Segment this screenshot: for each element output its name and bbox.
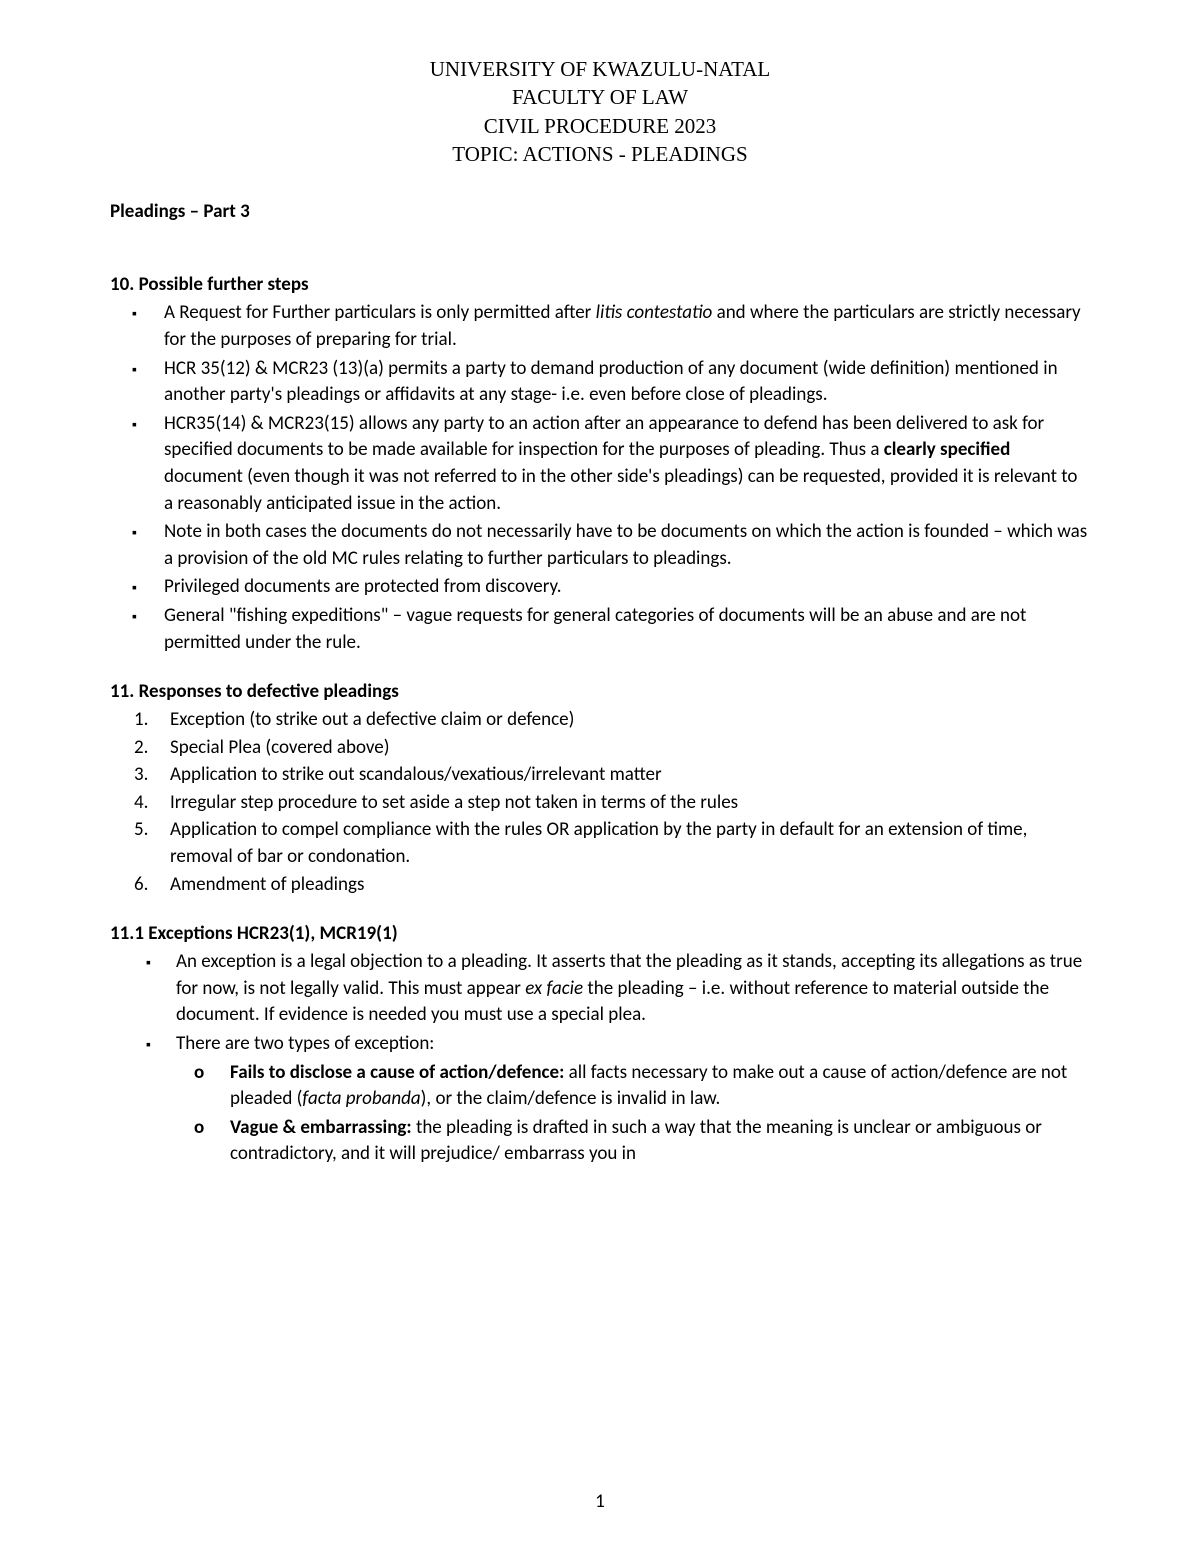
header-line-4: TOPIC: ACTIONS - PLEADINGS — [110, 140, 1090, 168]
section-11-heading: 11. Responses to defective pleadings — [110, 680, 1090, 703]
list-item-text: Special Plea (covered above) — [170, 735, 1090, 762]
bullet-icon: ▪ — [110, 603, 164, 656]
list-item: 2.Special Plea (covered above) — [110, 735, 1090, 762]
list-item: 6.Amendment of pleadings — [110, 872, 1090, 899]
list-item: 1.Exception (to strike out a defective c… — [110, 707, 1090, 734]
bullet-icon: ▪ — [110, 411, 164, 517]
bullet-icon: ▪ — [110, 356, 164, 409]
document-page: UNIVERSITY OF KWAZULU-NATAL FACULTY OF L… — [0, 0, 1200, 1553]
list-number: 5. — [110, 817, 170, 870]
document-subtitle: Pleadings – Part 3 — [110, 200, 1090, 223]
list-item-text: Privileged documents are protected from … — [164, 574, 1090, 601]
list-number: 4. — [110, 790, 170, 817]
exception-types-list: o Fails to disclose a cause of action/de… — [176, 1060, 1090, 1168]
list-item: ▪ HCR 35(12) & MCR23 (13)(a) permits a p… — [110, 356, 1090, 409]
list-item: ▪ Privileged documents are protected fro… — [110, 574, 1090, 601]
bullet-icon: ▪ — [110, 519, 164, 572]
header-line-1: UNIVERSITY OF KWAZULU-NATAL — [110, 55, 1090, 83]
section-11-list: 1.Exception (to strike out a defective c… — [110, 707, 1090, 898]
list-item: ▪ A Request for Further particulars is o… — [110, 300, 1090, 353]
list-item-text: Irregular step procedure to set aside a … — [170, 790, 1090, 817]
document-header: UNIVERSITY OF KWAZULU-NATAL FACULTY OF L… — [110, 55, 1090, 168]
list-item-text: General "fishing expeditions" – vague re… — [164, 603, 1090, 656]
list-item-text: HCR 35(12) & MCR23 (13)(a) permits a par… — [164, 356, 1090, 409]
list-item: ▪ HCR35(14) & MCR23(15) allows any party… — [110, 411, 1090, 517]
list-number: 1. — [110, 707, 170, 734]
list-item-text: HCR35(14) & MCR23(15) allows any party t… — [164, 411, 1090, 517]
list-item: 3.Application to strike out scandalous/v… — [110, 762, 1090, 789]
bullet-icon: ▪ — [110, 574, 164, 601]
list-item-text: An exception is a legal objection to a p… — [176, 949, 1090, 1029]
header-line-2: FACULTY OF LAW — [110, 83, 1090, 111]
section-10-heading: 10. Possible further steps — [110, 273, 1090, 296]
list-item-text: Note in both cases the documents do not … — [164, 519, 1090, 572]
list-item-text: There are two types of exception: o Fail… — [176, 1031, 1090, 1170]
list-item: ▪ There are two types of exception: o Fa… — [138, 1031, 1090, 1170]
list-item: ▪ Note in both cases the documents do no… — [110, 519, 1090, 572]
list-item: ▪ An exception is a legal objection to a… — [138, 949, 1090, 1029]
list-item-text: Exception (to strike out a defective cla… — [170, 707, 1090, 734]
list-item-text: A Request for Further particulars is onl… — [164, 300, 1090, 353]
circle-icon: o — [176, 1060, 230, 1113]
bullet-icon: ▪ — [110, 300, 164, 353]
bullet-icon: ▪ — [138, 1031, 176, 1170]
section-11-1-list: ▪ An exception is a legal objection to a… — [138, 949, 1090, 1170]
list-item-text: Application to compel compliance with th… — [170, 817, 1090, 870]
list-item-text: Amendment of pleadings — [170, 872, 1090, 899]
circle-icon: o — [176, 1115, 230, 1168]
list-item: 5.Application to compel compliance with … — [110, 817, 1090, 870]
list-number: 3. — [110, 762, 170, 789]
list-item: o Vague & embarrassing: the pleading is … — [176, 1115, 1090, 1168]
list-item: o Fails to disclose a cause of action/de… — [176, 1060, 1090, 1113]
bullet-icon: ▪ — [138, 949, 176, 1029]
list-item: 4.Irregular step procedure to set aside … — [110, 790, 1090, 817]
list-item-text: Application to strike out scandalous/vex… — [170, 762, 1090, 789]
header-line-3: CIVIL PROCEDURE 2023 — [110, 112, 1090, 140]
list-number: 6. — [110, 872, 170, 899]
section-10-list: ▪ A Request for Further particulars is o… — [110, 300, 1090, 656]
list-item: ▪ General "fishing expeditions" – vague … — [110, 603, 1090, 656]
list-number: 2. — [110, 735, 170, 762]
section-11-1-heading: 11.1 Exceptions HCR23(1), MCR19(1) — [110, 922, 1090, 945]
page-number: 1 — [0, 1490, 1200, 1513]
list-item-text: Vague & embarrassing: the pleading is dr… — [230, 1115, 1090, 1168]
list-item-text: Fails to disclose a cause of action/defe… — [230, 1060, 1090, 1113]
